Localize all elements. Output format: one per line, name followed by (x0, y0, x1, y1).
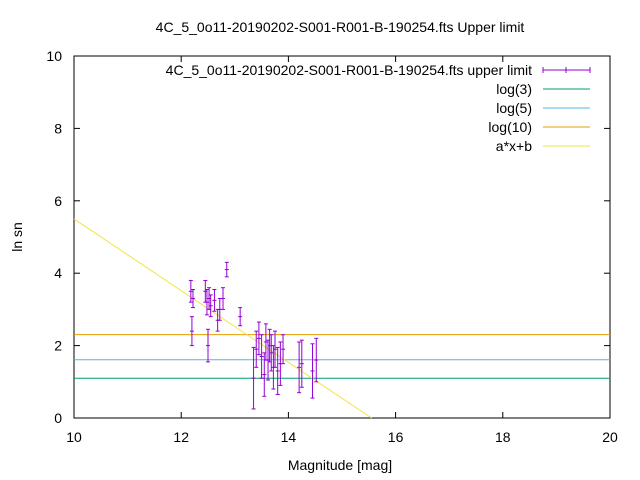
data-point (251, 346, 256, 410)
data-point (259, 334, 264, 379)
data-point (297, 341, 302, 394)
legend-label: log(5) (496, 100, 532, 116)
y-tick-label: 6 (54, 193, 62, 209)
x-tick-label: 18 (495, 429, 511, 445)
y-axis-label: ln sn (9, 222, 25, 252)
data-point (206, 328, 210, 363)
data-point (254, 330, 259, 368)
data-point (204, 288, 209, 316)
data-point (273, 330, 277, 368)
x-tick-label: 12 (173, 429, 189, 445)
legend-label: 4C_5_0o11-20190202-S001-R001-B-190254.ft… (166, 62, 532, 78)
data-point (190, 288, 195, 309)
data-point (212, 288, 217, 312)
data-point (269, 334, 274, 372)
data-point (275, 346, 280, 395)
plot-frame (73, 55, 611, 419)
y-tick-label: 2 (54, 338, 62, 354)
data-point (208, 294, 213, 318)
data-point (221, 287, 226, 310)
y-tick-label: 4 (54, 265, 62, 281)
legend: 4C_5_0o11-20190202-S001-R001-B-190254.ft… (166, 62, 591, 154)
data-point (281, 334, 286, 365)
y-tick-label: 0 (54, 410, 62, 426)
x-tick-label: 14 (281, 429, 297, 445)
x-axis-label: Magnitude [mag] (288, 457, 392, 473)
plot-border (73, 55, 611, 419)
x-tick-label: 16 (388, 429, 404, 445)
data-point (314, 337, 319, 383)
data-point (238, 307, 243, 327)
data-point (310, 343, 315, 399)
legend-label: log(3) (496, 81, 532, 97)
axis-tick-labels: 10 12 14 16 18 20 0 2 4 6 8 10 (46, 48, 618, 445)
legend-label: log(10) (488, 119, 532, 135)
chart-title: 4C_5_0o11-20190202-S001-R001-B-190254.ft… (156, 19, 525, 35)
data-point (188, 279, 193, 303)
data-points (188, 261, 319, 410)
x-tick-label: 20 (602, 429, 618, 445)
data-point (224, 261, 229, 278)
legend-label: a*x+b (496, 138, 532, 154)
data-point (299, 339, 304, 388)
fit-line (73, 218, 372, 419)
data-point (189, 316, 194, 347)
x-tick-label: 10 (66, 429, 82, 445)
y-tick-label: 10 (46, 48, 62, 64)
data-point (256, 321, 261, 356)
y-tick-label: 8 (54, 120, 62, 136)
series-lines (73, 218, 610, 419)
axis-ticks (73, 55, 611, 419)
